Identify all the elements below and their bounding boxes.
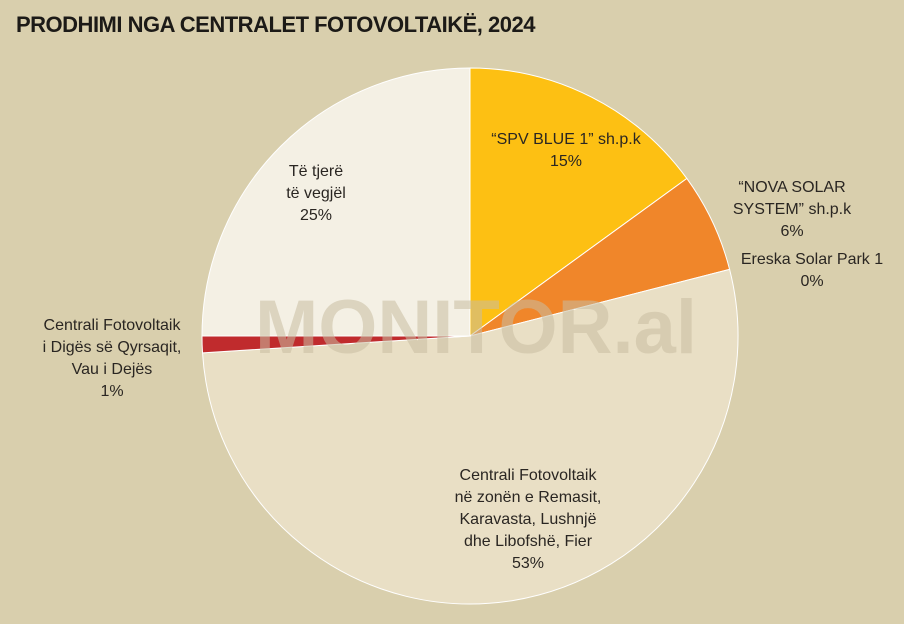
slice-name-line: dhe Libofshë, Fier: [464, 533, 593, 550]
slice-name-line: Karavasta, Lushnjë: [460, 511, 597, 528]
slice-label-centrali-fotovoltaik: Centrali Fotovoltaik në zonën e Remasit, K…: [455, 467, 602, 572]
slice-value-label: 1%: [100, 383, 123, 400]
slice-name-line: Centrali Fotovoltaik: [44, 317, 182, 334]
pie-slice-spv-blue-1-sh-p-k: [469, 67, 688, 337]
pie-slice-t-tjer: [201, 67, 471, 337]
watermark: MONITOR.al: [255, 285, 697, 370]
slice-name-line: Të tjerë: [289, 163, 343, 180]
chart-title: PRODHIMI NGA CENTRALET FOTOVOLTAIKË, 202…: [16, 12, 535, 37]
pie-labels: “SPV BLUE 1” sh.p.k 15% “NOVA SOLAR SYSTEM”…: [43, 131, 884, 572]
pie-slice-centrali-fotovoltaik: [201, 268, 739, 605]
slice-label-spv-blue-1-sh-p-k: “SPV BLUE 1” sh.p.k 15%: [491, 131, 641, 170]
slice-label-t-tjer: Të tjerë të vegjël 25%: [286, 163, 346, 224]
slice-name-line: “SPV BLUE 1” sh.p.k: [491, 131, 641, 148]
slice-name-line: Vau i Dejës: [72, 361, 153, 378]
slice-name-line: Ereska Solar Park 1: [741, 251, 883, 268]
slice-value-label: 6%: [780, 223, 803, 240]
slice-label-centrali-fotovoltaik: Centrali Fotovoltaik i Digës së Qyrsaqit,…: [43, 317, 182, 400]
slice-name-line: i Digës së Qyrsaqit,: [43, 339, 182, 356]
slice-value-label: 15%: [550, 153, 582, 170]
slice-name-line: të vegjël: [286, 185, 346, 202]
slice-label-ereska-solar-park-1: Ereska Solar Park 1 0%: [741, 251, 883, 290]
pie-slices: [201, 67, 739, 605]
slice-label-nova-solar: “NOVA SOLAR SYSTEM” sh.p.k 6%: [733, 179, 852, 240]
slice-name-line: në zonën e Remasit,: [455, 489, 602, 506]
slice-value-label: 53%: [512, 555, 544, 572]
slice-value-label: 0%: [800, 273, 823, 290]
slice-name-line: “NOVA SOLAR: [738, 179, 845, 196]
slice-name-line: SYSTEM” sh.p.k: [733, 201, 852, 218]
slice-name-line: Centrali Fotovoltaik: [460, 467, 598, 484]
slice-value-label: 25%: [300, 207, 332, 224]
